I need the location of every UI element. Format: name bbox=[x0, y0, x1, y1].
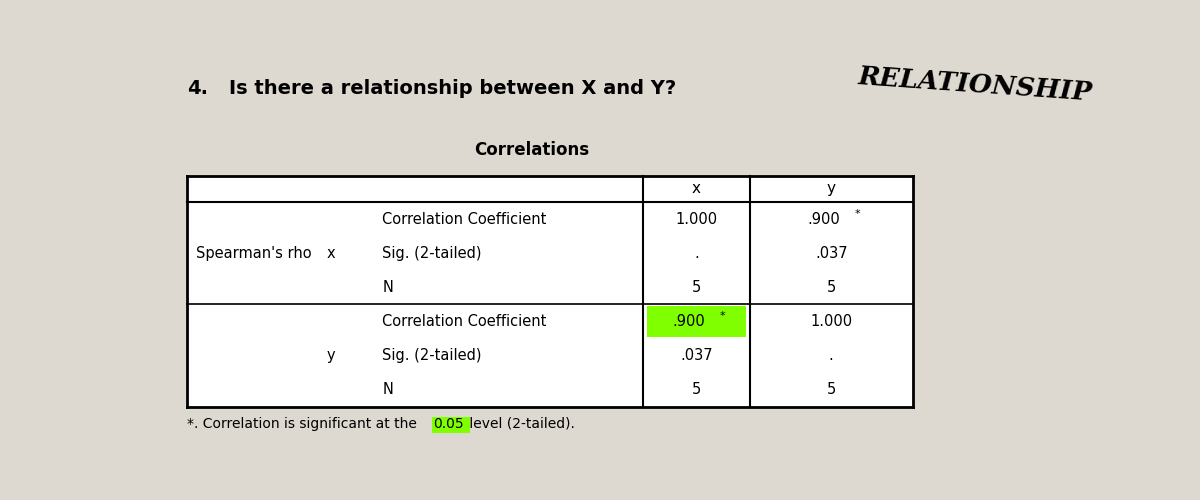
Text: *: * bbox=[720, 311, 725, 321]
Text: *. Correlation is significant at the: *. Correlation is significant at the bbox=[187, 417, 421, 431]
Text: Correlation Coefficient: Correlation Coefficient bbox=[383, 314, 547, 329]
Text: 5: 5 bbox=[691, 280, 701, 294]
Text: N: N bbox=[383, 382, 394, 397]
Text: 1.000: 1.000 bbox=[810, 314, 852, 329]
Text: 0.05: 0.05 bbox=[433, 417, 463, 431]
Text: RELATIONSHIP: RELATIONSHIP bbox=[857, 64, 1093, 105]
Text: .900: .900 bbox=[808, 212, 840, 226]
Text: y: y bbox=[827, 182, 835, 196]
Text: 5: 5 bbox=[827, 280, 836, 294]
Text: Sig. (2-tailed): Sig. (2-tailed) bbox=[383, 348, 482, 363]
Bar bbox=[432, 418, 470, 434]
Text: .037: .037 bbox=[680, 348, 713, 363]
Bar bbox=[647, 306, 746, 337]
Text: 5: 5 bbox=[691, 382, 701, 397]
Text: x: x bbox=[326, 246, 335, 260]
Text: 5: 5 bbox=[827, 382, 836, 397]
Text: Is there a relationship between X and Y?: Is there a relationship between X and Y? bbox=[229, 79, 677, 98]
Text: y: y bbox=[326, 348, 335, 363]
Text: .900: .900 bbox=[672, 314, 706, 329]
Text: .: . bbox=[829, 348, 834, 363]
Text: *: * bbox=[854, 208, 860, 218]
Text: x: x bbox=[692, 182, 701, 196]
Text: .037: .037 bbox=[815, 246, 847, 260]
Text: .: . bbox=[694, 246, 698, 260]
Text: 1.000: 1.000 bbox=[676, 212, 718, 226]
Text: Correlation Coefficient: Correlation Coefficient bbox=[383, 212, 547, 226]
Text: Sig. (2-tailed): Sig. (2-tailed) bbox=[383, 246, 482, 260]
Text: Spearman's rho: Spearman's rho bbox=[197, 246, 312, 260]
Text: N: N bbox=[383, 280, 394, 294]
Text: 4.: 4. bbox=[187, 79, 209, 98]
Text: level (2-tailed).: level (2-tailed). bbox=[464, 417, 575, 431]
Text: Correlations: Correlations bbox=[474, 141, 589, 159]
